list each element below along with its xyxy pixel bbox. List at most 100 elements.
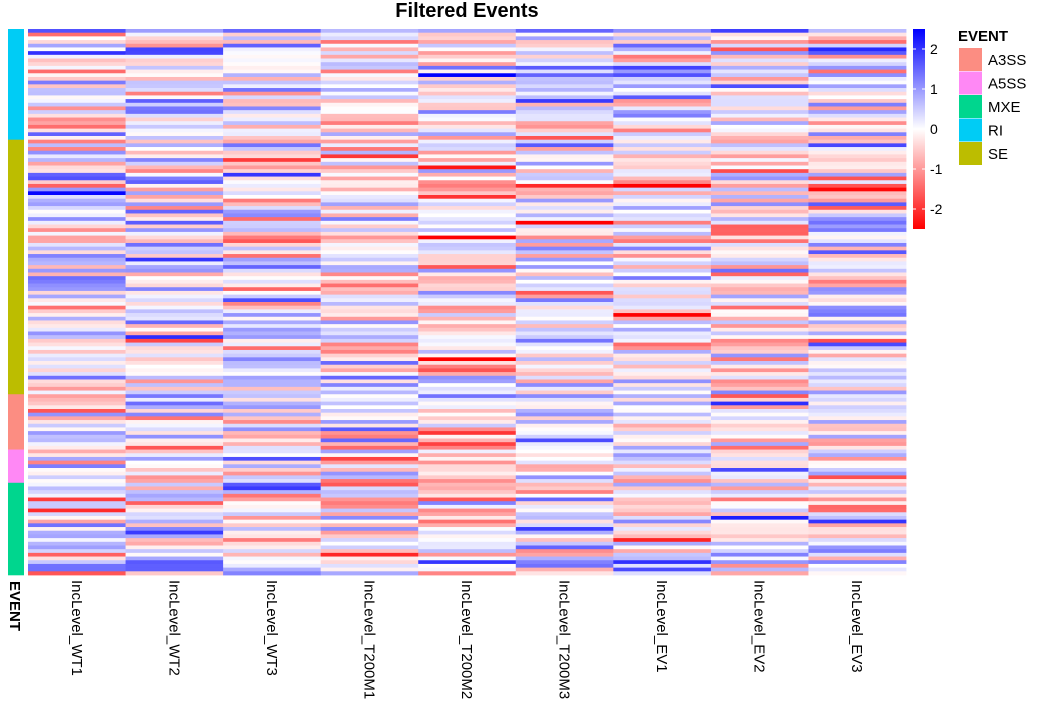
heatmap-cell <box>125 523 224 528</box>
heatmap-cell <box>28 397 126 403</box>
heatmap-cell <box>223 209 322 214</box>
heatmap-cell <box>320 549 419 554</box>
heatmap-cell <box>710 298 809 303</box>
heatmap-cell <box>710 420 809 425</box>
heatmap-cell <box>28 261 126 266</box>
heatmap-cell <box>808 135 907 141</box>
heatmap-cell <box>418 195 517 200</box>
heatmap-cell <box>808 442 907 447</box>
heatmap-cell <box>320 209 419 214</box>
heatmap-cell <box>418 475 517 480</box>
heatmap-cell <box>125 313 224 318</box>
heatmap-cell <box>710 316 809 321</box>
heatmap-cell <box>223 563 322 569</box>
heatmap-cell <box>613 265 712 270</box>
heatmap-cell <box>515 180 614 185</box>
heatmap-cell <box>320 147 419 152</box>
heatmap-cell <box>28 416 126 421</box>
heatmap-cell <box>710 36 809 41</box>
color-scale-bar <box>913 29 925 229</box>
heatmap-cell <box>710 47 809 52</box>
heatmap-cell <box>515 335 614 340</box>
heatmap-cell <box>613 65 712 70</box>
heatmap-cell <box>515 279 614 284</box>
heatmap-cell <box>515 357 614 362</box>
heatmap-cell <box>320 394 419 399</box>
heatmap-cell <box>613 113 712 118</box>
heatmap-cell <box>125 180 224 185</box>
heatmap-cell <box>515 482 614 487</box>
heatmap-cell <box>808 335 907 340</box>
heatmap-cell <box>125 464 224 469</box>
heatmap-cell <box>613 493 712 498</box>
heatmap-cell <box>808 412 907 417</box>
heatmap-cell <box>125 501 224 506</box>
heatmap-cell <box>28 187 126 192</box>
heatmap-cell <box>808 405 907 410</box>
heatmap-cell <box>125 124 224 130</box>
heatmap-cell <box>418 106 517 111</box>
heatmap-cell <box>418 453 517 458</box>
heatmap-cell <box>125 88 224 93</box>
heatmap-cell <box>320 183 419 189</box>
heatmap-cell <box>125 320 224 325</box>
heatmap-cell <box>515 379 614 384</box>
heatmap-cell <box>28 512 126 517</box>
heatmap-cell <box>320 427 419 432</box>
heatmap-cell <box>613 556 712 561</box>
heatmap-cell <box>710 29 809 34</box>
heatmap-cell <box>418 386 517 391</box>
heatmap-cell <box>223 250 322 255</box>
heatmap-cell <box>320 504 419 509</box>
heatmap-cell <box>28 139 126 144</box>
heatmap-cell <box>418 364 517 369</box>
heatmap-cell <box>613 195 712 200</box>
heatmap-cell <box>125 512 224 517</box>
heatmap-cell <box>418 563 517 569</box>
heatmap-cell <box>515 401 614 406</box>
heatmap-cell <box>320 442 419 447</box>
heatmap-cell <box>125 563 224 569</box>
heatmap-cell <box>125 239 224 244</box>
heatmap-cell <box>418 397 517 403</box>
heatmap-cell <box>515 147 614 152</box>
heatmap-cell <box>710 135 809 141</box>
heatmap-cell <box>418 132 517 137</box>
heatmap-cell <box>418 375 517 380</box>
heatmap-cell <box>515 29 614 34</box>
heatmap-cell <box>613 40 712 45</box>
heatmap-cell <box>515 165 614 170</box>
heatmap-cell <box>808 320 907 325</box>
heatmap-cell <box>320 54 419 59</box>
heatmap-cell <box>613 80 712 85</box>
heatmap-cell <box>613 497 712 502</box>
color-scale-legend: 2 1 0 -1 -2 <box>913 29 943 229</box>
heatmap-cell <box>418 571 517 576</box>
heatmap-cell <box>808 195 907 200</box>
heatmap-cell <box>28 246 126 251</box>
heatmap-cell <box>710 99 809 104</box>
heatmap-cell <box>710 519 809 524</box>
heatmap-cell <box>515 394 614 399</box>
heatmap-cell <box>418 552 517 557</box>
heatmap-cell <box>28 464 126 469</box>
heatmap-cell <box>125 479 224 484</box>
heatmap-cell <box>613 47 712 52</box>
heatmap-cell <box>613 36 712 41</box>
heatmap-cell <box>320 302 419 307</box>
heatmap-cell <box>28 508 126 513</box>
heatmap-cell <box>710 497 809 502</box>
heatmap-cell <box>808 479 907 484</box>
heatmap-cell <box>418 519 517 524</box>
heatmap-cell <box>515 88 614 93</box>
heatmap-cell <box>28 124 126 130</box>
annotation-segment-se <box>8 139 24 395</box>
heatmap-cell <box>125 195 224 200</box>
heatmap-cell <box>223 512 322 517</box>
heatmap-cell <box>125 427 224 432</box>
heatmap-cell <box>320 383 419 388</box>
heatmap-cell <box>418 84 517 89</box>
heatmap-cell <box>515 549 614 554</box>
heatmap-cell <box>710 62 809 67</box>
heatmap-cell <box>223 279 322 284</box>
